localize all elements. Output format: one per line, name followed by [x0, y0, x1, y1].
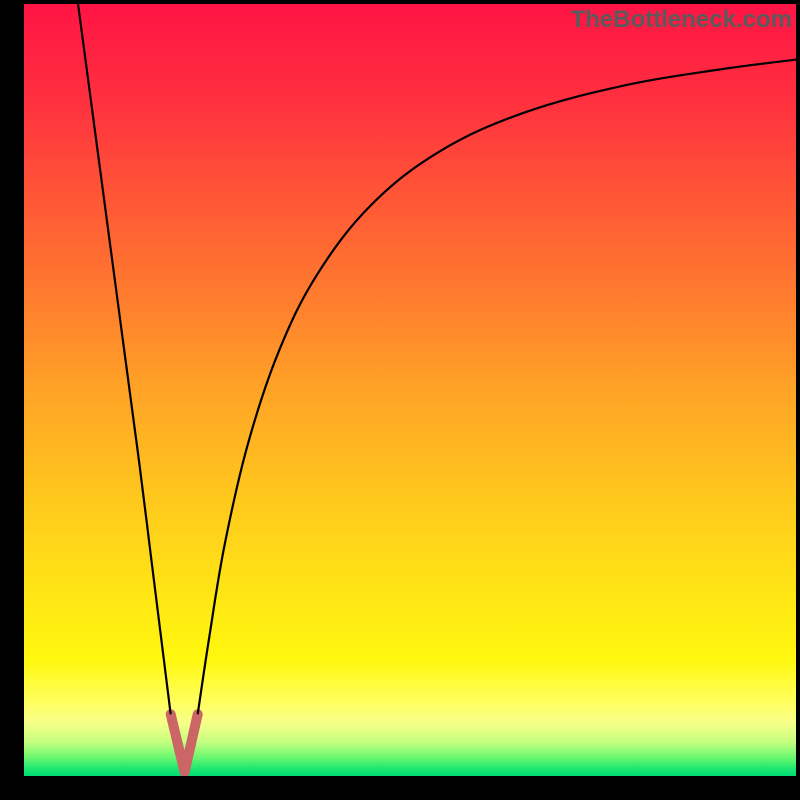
border-bottom	[0, 776, 800, 800]
left-branch-curve	[78, 4, 171, 714]
right-branch-curve	[198, 60, 796, 715]
valley-marker	[171, 714, 198, 772]
watermark-text: TheBottleneck.com	[571, 6, 792, 34]
border-left	[0, 0, 24, 800]
chart-container: TheBottleneck.com	[0, 0, 800, 800]
border-top	[0, 0, 800, 4]
border-right	[796, 0, 800, 800]
curve-layer	[0, 0, 800, 800]
